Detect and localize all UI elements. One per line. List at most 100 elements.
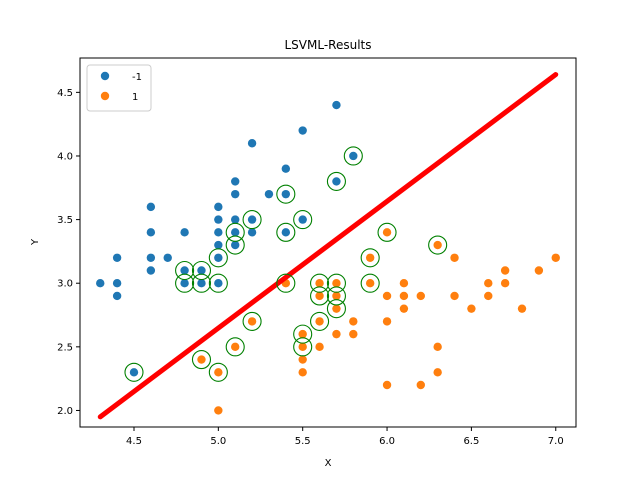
data-point-series-neg — [96, 279, 105, 288]
support-vector-ring — [242, 210, 262, 230]
x-tick-label: 5.5 — [295, 436, 311, 447]
data-point-series-pos — [231, 342, 240, 352]
data-point-series-pos — [534, 266, 544, 275]
data-point-series-pos — [349, 329, 358, 339]
data-point-series-neg — [214, 240, 223, 250]
x-tick-label: 4.5 — [126, 436, 142, 447]
data-point-series-pos — [365, 253, 375, 262]
data-point-series-neg — [298, 126, 307, 135]
support-vector-ring — [326, 273, 346, 293]
data-point-series-neg — [112, 291, 122, 301]
data-point-series-neg — [281, 228, 291, 237]
support-vector-ring — [175, 260, 195, 281]
data-point-series-pos — [197, 355, 206, 364]
data-point-series-neg — [231, 240, 240, 250]
support-vector-ring — [310, 286, 330, 306]
plot-area: 4.5 5.0 5.5 6.0 6.5 7.0 2.0 2.5 3.0 3.5 4.0 4.5 -1 1 — [57, 57, 577, 447]
support-vector-ring — [276, 222, 296, 242]
data-point-series-pos — [315, 291, 324, 301]
data-point-series-pos — [484, 279, 493, 288]
data-point-series-neg — [214, 202, 223, 212]
data-point-series-pos — [399, 304, 409, 313]
data-point-series-pos — [298, 368, 307, 377]
support-vector-ring — [225, 222, 245, 242]
legend-label: -1 — [132, 72, 142, 83]
data-point-series-pos — [332, 279, 341, 288]
legend-label: 1 — [132, 92, 138, 103]
data-point-series-pos — [382, 228, 392, 237]
support-vector-ring — [326, 299, 346, 319]
data-point-series-neg — [264, 189, 274, 199]
legend-marker — [100, 91, 110, 101]
data-point-series-neg — [332, 177, 341, 186]
data-point-series-neg — [247, 139, 257, 148]
data-point-series-pos — [298, 342, 307, 352]
data-point-series-neg — [197, 279, 206, 288]
support-vector-ring — [175, 273, 195, 293]
support-vector-ring — [343, 146, 363, 166]
support-vector-ring — [124, 362, 144, 382]
data-point-series-neg — [146, 202, 156, 212]
data-point-series-pos — [382, 291, 392, 301]
support-vector-ring — [326, 171, 346, 191]
support-vector-ring — [225, 235, 245, 255]
data-point-series-neg — [214, 228, 223, 237]
support-vector-ring — [191, 260, 212, 281]
data-point-series-neg — [180, 266, 189, 275]
axes-frame — [79, 57, 577, 428]
data-point-series-pos — [332, 304, 341, 313]
support-vector-ring — [360, 248, 380, 268]
data-point-series-pos — [315, 342, 324, 352]
data-point-series-pos — [382, 317, 392, 326]
data-point-series-neg — [231, 189, 240, 199]
support-vector-ring — [191, 350, 212, 370]
y-tick-label: 3.0 — [57, 279, 73, 290]
support-vector-ring — [310, 311, 330, 331]
data-point-series-pos — [416, 291, 425, 301]
data-point-series-neg — [163, 253, 172, 262]
data-point-series-pos — [349, 317, 358, 326]
data-point-series-neg — [231, 228, 240, 237]
support-vector-ring — [293, 337, 313, 357]
x-axis-label: X — [325, 458, 332, 469]
data-point-series-neg — [332, 100, 341, 110]
data-point-series-neg — [231, 215, 240, 224]
data-point-series-pos — [214, 406, 223, 415]
data-point-series-pos — [298, 329, 307, 339]
y-tick-label: 3.5 — [57, 215, 73, 226]
support-vector-ring — [225, 337, 245, 357]
x-tick-label: 6.5 — [463, 436, 479, 447]
data-point-series-neg — [129, 368, 139, 377]
support-vector-ring — [293, 324, 313, 344]
support-vector-ring — [191, 273, 212, 293]
data-point-series-neg — [214, 215, 223, 224]
support-vector-ring — [276, 184, 296, 204]
data-point-series-neg — [180, 228, 189, 237]
data-point-series-pos — [332, 329, 341, 339]
data-point-series-pos — [298, 355, 307, 364]
decision-boundary-line — [97, 72, 559, 420]
x-tick-label: 5.0 — [210, 436, 226, 447]
data-point-series-pos — [433, 240, 442, 250]
data-point-series-pos — [399, 291, 409, 301]
data-point-series-neg — [146, 266, 156, 275]
support-vector-ring — [428, 235, 448, 255]
data-point-series-neg — [281, 164, 291, 173]
support-vector-ring — [377, 222, 397, 242]
data-point-series-neg — [112, 279, 122, 288]
support-vector-ring — [326, 286, 346, 306]
data-point-series-pos — [315, 279, 324, 288]
support-vector-ring — [242, 311, 262, 331]
data-point-series-neg — [247, 215, 257, 224]
chart-title: LSVML-Results — [285, 38, 372, 52]
support-vector-ring — [310, 273, 330, 293]
data-point-series-neg — [281, 189, 291, 199]
data-point-series-neg — [146, 228, 156, 237]
data-point-series-neg — [349, 151, 358, 161]
data-point-series-neg — [180, 279, 189, 288]
data-point-series-neg — [247, 228, 257, 237]
y-tick-label: 4.5 — [57, 88, 73, 99]
data-point-series-pos — [450, 253, 459, 262]
data-point-series-neg — [146, 253, 156, 262]
